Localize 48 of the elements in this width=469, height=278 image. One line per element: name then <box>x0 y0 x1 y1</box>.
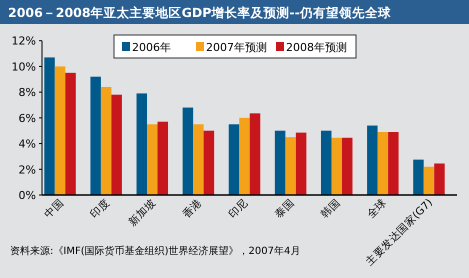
x-tick-label: 韩国 <box>318 196 343 221</box>
chart-title: 2006－2008年亚太主要地区GDP增长率及预测--仍有望领先全球 <box>8 5 392 20</box>
bar <box>320 130 332 195</box>
bar <box>204 130 214 195</box>
x-tick-label: 印尼 <box>226 196 251 221</box>
bar <box>296 132 306 195</box>
bar <box>434 163 445 195</box>
y-tick-label: 0% <box>18 189 36 202</box>
bar <box>182 108 194 195</box>
bar <box>90 76 101 195</box>
bar <box>250 113 260 195</box>
bar <box>378 132 388 195</box>
bar <box>100 86 112 195</box>
y-tick-label: 2% <box>18 163 36 176</box>
title-bar: 2006－2008年亚太主要地区GDP增长率及预测--仍有望领先全球 <box>0 0 469 24</box>
legend-label: 2006年 <box>132 41 171 54</box>
bar <box>367 126 378 195</box>
bar <box>44 57 55 195</box>
bar <box>136 93 148 195</box>
x-tick-label: 香港 <box>180 196 205 221</box>
x-tick-label: 新加坡 <box>126 196 158 228</box>
x-tick-label: 中国 <box>41 196 66 221</box>
bar <box>285 137 296 195</box>
bar <box>228 124 240 195</box>
bar <box>65 72 76 195</box>
x-tick-label: 泰国 <box>272 196 297 221</box>
x-tick-label: 全球 <box>364 196 389 221</box>
y-tick-label: 8% <box>18 86 36 100</box>
bar <box>342 138 352 195</box>
bar <box>413 160 424 195</box>
bar <box>54 66 66 195</box>
bar <box>388 132 399 195</box>
y-tick-label: 10% <box>12 60 36 74</box>
bar <box>193 124 204 195</box>
bar <box>111 94 122 195</box>
bar <box>239 118 250 195</box>
x-tick-label: 印度 <box>88 196 112 221</box>
bar <box>331 138 342 195</box>
bar <box>424 166 434 195</box>
bar <box>274 130 286 195</box>
y-tick-label: 12% <box>12 34 36 48</box>
bar <box>158 122 168 195</box>
y-tick-label: 6% <box>18 112 36 125</box>
legend-label: 2008年预测 <box>286 41 347 54</box>
legend-label: 2007年预测 <box>206 41 267 54</box>
y-tick-label: 4% <box>18 138 36 151</box>
text: 资料来源:《IMF(国际货币基金组织)世界经济展望》，2007年4月 <box>10 245 300 257</box>
bar <box>147 124 158 195</box>
